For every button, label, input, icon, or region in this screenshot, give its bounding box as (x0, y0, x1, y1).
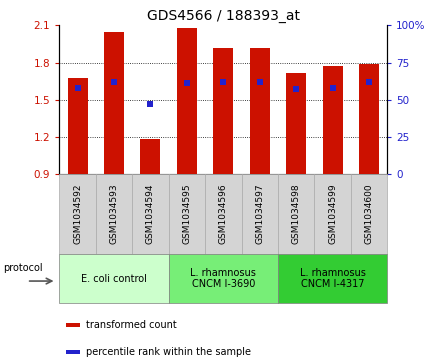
Text: GSM1034594: GSM1034594 (146, 184, 155, 244)
Bar (66, 323, 80, 327)
Bar (359, 64, 379, 174)
Bar (250, 48, 270, 174)
FancyBboxPatch shape (169, 254, 278, 303)
Text: GSM1034598: GSM1034598 (292, 184, 301, 245)
Text: GSM1034595: GSM1034595 (182, 184, 191, 245)
FancyBboxPatch shape (59, 174, 96, 254)
FancyBboxPatch shape (205, 174, 242, 254)
Bar (66, 350, 80, 354)
Text: L. rhamnosus
CNCM I-3690: L. rhamnosus CNCM I-3690 (191, 268, 256, 289)
Bar (140, 139, 161, 174)
FancyBboxPatch shape (59, 254, 169, 303)
Bar (177, 28, 197, 174)
Text: E. coli control: E. coli control (81, 274, 147, 284)
Title: GDS4566 / 188393_at: GDS4566 / 188393_at (147, 9, 300, 23)
Bar (286, 73, 306, 174)
Text: transformed count: transformed count (86, 320, 177, 330)
Text: L. rhamnosus
CNCM I-4317: L. rhamnosus CNCM I-4317 (300, 268, 366, 289)
Text: GSM1034597: GSM1034597 (255, 184, 264, 245)
FancyBboxPatch shape (314, 174, 351, 254)
Text: GSM1034593: GSM1034593 (110, 184, 118, 245)
Text: GSM1034592: GSM1034592 (73, 184, 82, 244)
FancyBboxPatch shape (169, 174, 205, 254)
FancyBboxPatch shape (242, 174, 278, 254)
Bar (104, 32, 124, 174)
FancyBboxPatch shape (96, 174, 132, 254)
FancyBboxPatch shape (132, 174, 169, 254)
FancyBboxPatch shape (278, 254, 387, 303)
Text: percentile rank within the sample: percentile rank within the sample (86, 347, 251, 357)
FancyBboxPatch shape (351, 174, 387, 254)
Text: GSM1034599: GSM1034599 (328, 184, 337, 245)
FancyBboxPatch shape (278, 174, 314, 254)
Text: GSM1034600: GSM1034600 (364, 184, 374, 245)
Bar (323, 66, 343, 174)
Bar (68, 77, 88, 174)
Bar (213, 48, 233, 174)
Text: GSM1034596: GSM1034596 (219, 184, 228, 245)
Text: protocol: protocol (3, 263, 43, 273)
